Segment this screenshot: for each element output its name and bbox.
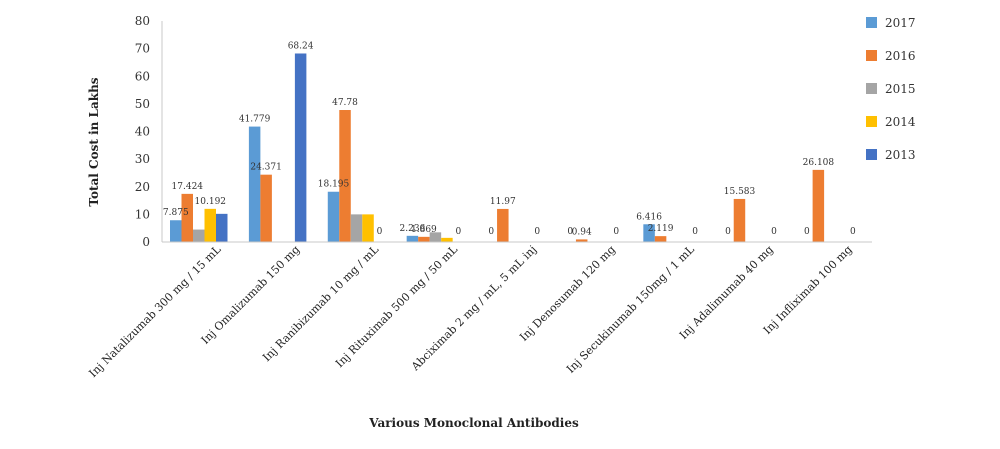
bar: [429, 232, 442, 242]
bar: [643, 224, 655, 242]
bar: [248, 126, 261, 242]
legend-swatch: [866, 17, 877, 28]
data-label: 15.583: [724, 187, 756, 197]
x-tick-label: Inj Secukinumab 150mg / 1 mL: [564, 242, 697, 375]
y-tick-label: 70: [135, 42, 150, 56]
bar: [294, 53, 307, 242]
data-label: 0: [567, 227, 573, 237]
data-label: 0.94: [572, 227, 592, 237]
data-label: 0: [725, 227, 731, 237]
data-label: 0: [771, 227, 777, 237]
data-label: 0: [377, 227, 383, 237]
legend-swatch: [866, 116, 877, 127]
data-label: 17.424: [172, 182, 204, 192]
data-label: 0: [804, 227, 810, 237]
y-tick-label: 80: [135, 14, 150, 28]
bar: [497, 208, 509, 242]
legend-label: 2016: [885, 49, 916, 63]
data-label: 41.779: [239, 115, 271, 125]
bar: [406, 235, 419, 242]
y-tick-label: 10: [135, 207, 150, 221]
legend-label: 2013: [885, 148, 916, 162]
data-label: 0: [456, 227, 462, 237]
legend-swatch: [866, 149, 877, 160]
data-label: 11.97: [490, 197, 516, 207]
data-label: 0: [488, 227, 494, 237]
bar: [193, 229, 205, 242]
bar: [260, 174, 272, 242]
data-label: 0: [692, 227, 698, 237]
bar: [339, 110, 351, 242]
y-tick-label: 0: [142, 235, 150, 249]
bar: [575, 239, 588, 242]
data-label: 6.416: [636, 212, 662, 222]
data-label: 0: [850, 227, 856, 237]
y-tick-label: 40: [135, 125, 150, 139]
y-axis: 0 10 20 30 40 50 60 70 80: [135, 14, 163, 249]
bar: [733, 198, 746, 242]
y-tick-label: 20: [135, 180, 150, 194]
bar: [350, 214, 363, 242]
x-tick-label: Abciximab 2 mg / mL, 5 mL inj: [408, 243, 539, 374]
legend-swatch: [866, 50, 877, 61]
bar: [327, 191, 340, 242]
data-label: 0: [534, 227, 540, 237]
bar: [181, 193, 193, 242]
legend-label: 2015: [885, 82, 916, 96]
bar: [362, 214, 374, 242]
y-tick-label: 60: [135, 69, 150, 83]
legend-swatch: [866, 83, 877, 94]
x-tick-label: Inj Infliximab 100 mg: [761, 243, 855, 337]
data-label: 47.78: [332, 98, 358, 108]
y-tick-label: 50: [135, 97, 150, 111]
y-tick-label: 30: [135, 152, 150, 166]
data-label: 68.24: [288, 42, 314, 52]
bar: [441, 237, 453, 242]
data-labels: 7.875 17.424 10.192 41.779 24.371 68.24 18.195…: [163, 42, 856, 238]
data-label: 10.192: [195, 197, 227, 207]
data-label: 2.236: [400, 224, 426, 234]
bars: [170, 53, 825, 242]
data-label: 1.869: [411, 225, 437, 235]
y-axis-title: Total Cost in Lakhs: [87, 77, 101, 206]
data-label: 0: [613, 227, 619, 237]
data-label: 18.195: [318, 180, 350, 190]
bar: [418, 236, 430, 242]
data-label: 24.371: [250, 163, 282, 173]
bar: [216, 213, 228, 242]
x-axis-title: Various Monoclonal Antibodies: [368, 416, 579, 430]
bar: [654, 236, 667, 242]
bar: [812, 169, 825, 242]
legend-label: 2017: [885, 16, 916, 30]
bar: [170, 220, 182, 242]
legend-label: 2014: [885, 115, 916, 129]
legend: 2017 2016 2015 2014 2013: [866, 16, 916, 162]
bar: [204, 208, 216, 242]
data-label: 7.875: [163, 208, 189, 218]
data-label: 2.119: [648, 224, 674, 234]
x-tick-label: Inj Natalizumab 300 mg / 15 mL: [86, 242, 224, 380]
data-label: 26.108: [803, 158, 835, 168]
